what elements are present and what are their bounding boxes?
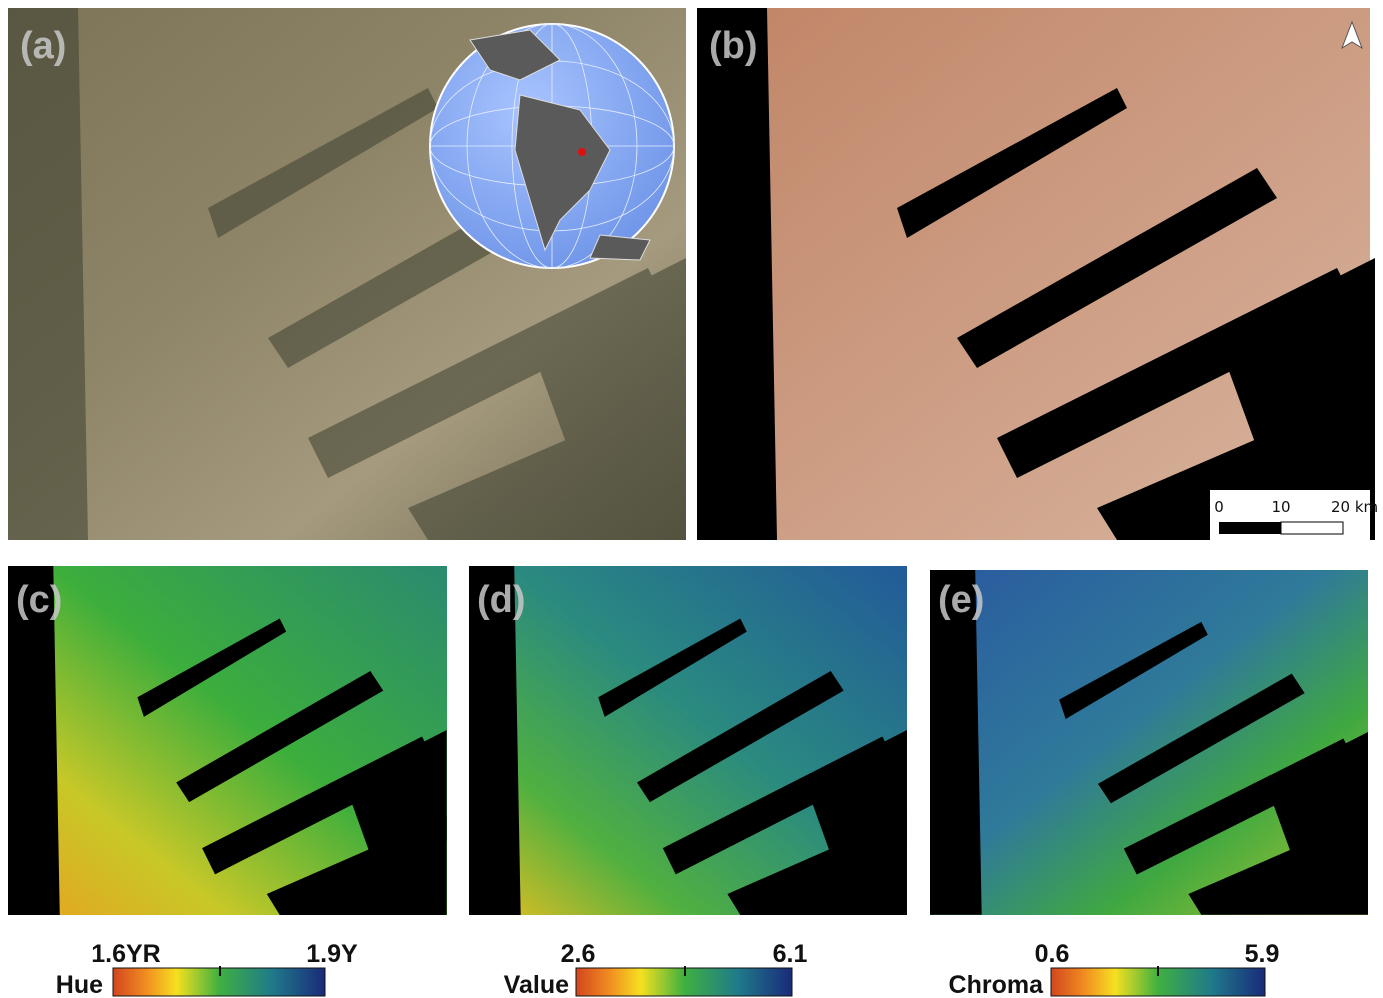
panel-d: (d): [469, 566, 907, 915]
colorbar-title: Hue: [56, 971, 103, 998]
panel-label: (b): [709, 25, 758, 67]
panel-label: (c): [16, 579, 62, 621]
scale-label: 20 km: [1331, 498, 1378, 516]
colorbar-title: Value: [504, 971, 569, 998]
panel-label: (a): [20, 25, 66, 67]
scale-bar: 0 10 20 km: [1210, 490, 1378, 540]
panel-b: 0 10 20 km (b): [697, 8, 1378, 540]
panel-a: (a): [8, 8, 686, 540]
colorbar-min: 0.6: [1035, 940, 1070, 968]
colorbar: Hue 1.6YR 1.9Y: [56, 940, 358, 998]
colorbar-min: 2.6: [561, 940, 596, 968]
panel-e: (e): [930, 570, 1368, 915]
scale-label: 0: [1214, 498, 1224, 516]
scale-label: 10: [1271, 498, 1290, 516]
colorbar-max: 5.9: [1245, 940, 1280, 968]
colorbar: Chroma 0.6 5.9: [949, 940, 1280, 998]
colorbar-max: 1.9Y: [306, 940, 358, 968]
colorbar-max: 6.1: [773, 940, 808, 968]
colorbar-min: 1.6YR: [91, 940, 160, 968]
panel-label: (e): [938, 579, 984, 621]
panel-label: (d): [477, 579, 526, 621]
figure: (a) 0 10 20 km (b) (c) (d) (e) Hue 1.6YR…: [0, 0, 1383, 998]
panel-c: (c): [8, 566, 447, 915]
globe-inset: [430, 24, 674, 268]
colorbar: Value 2.6 6.1: [504, 940, 808, 998]
colorbar-title: Chroma: [949, 971, 1045, 998]
